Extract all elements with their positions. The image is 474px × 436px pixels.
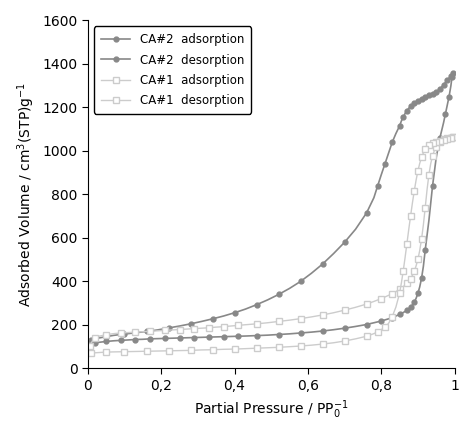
Legend: CA#2  adsorption, CA#2  desorption, CA#1  adsorption, CA#1  desorption: CA#2 adsorption, CA#2 desorption, CA#1 a… — [94, 27, 251, 114]
CA#1  adsorption — [393, 289, 399, 294]
CA#1  adsorption — [243, 322, 248, 327]
CA#2  adsorption — [401, 310, 406, 315]
CA#2  desorption — [450, 70, 456, 75]
CA#1  adsorption — [450, 135, 456, 140]
CA#1  desorption — [424, 144, 430, 149]
CA#2  desorption — [89, 337, 94, 343]
CA#1  adsorption — [448, 135, 454, 140]
CA#1  adsorption — [87, 343, 92, 348]
CA#1  adsorption — [236, 323, 241, 328]
CA#2  desorption — [177, 324, 182, 329]
CA#2  adsorption — [133, 337, 138, 342]
CA#2  adsorption — [371, 320, 377, 325]
CA#2  adsorption — [331, 327, 337, 332]
Y-axis label: Adsorbed Volume / cm$^3$(STP)g$^{-1}$: Adsorbed Volume / cm$^3$(STP)g$^{-1}$ — [15, 82, 36, 307]
CA#1  desorption — [103, 350, 109, 355]
CA#2  desorption — [103, 334, 109, 339]
CA#2  adsorption — [397, 312, 402, 317]
Line: CA#1  desorption: CA#1 desorption — [89, 135, 456, 356]
Line: CA#2  adsorption: CA#2 adsorption — [87, 70, 455, 350]
Line: CA#1  adsorption: CA#1 adsorption — [87, 135, 456, 348]
CA#2  adsorption — [276, 332, 282, 337]
CA#1  desorption — [386, 321, 392, 326]
CA#1  adsorption — [449, 135, 455, 140]
CA#2  desorption — [402, 111, 408, 116]
CA#1  desorption — [417, 161, 422, 166]
CA#2  desorption — [424, 94, 430, 99]
CA#1  desorption — [450, 135, 456, 140]
CA#1  desorption — [402, 255, 408, 260]
CA#2  desorption — [417, 97, 422, 102]
CA#1  desorption — [89, 351, 94, 356]
CA#1  desorption — [177, 348, 182, 353]
Line: CA#2  desorption: CA#2 desorption — [89, 70, 455, 343]
CA#1  adsorption — [169, 327, 175, 333]
CA#2  adsorption — [87, 345, 92, 351]
CA#2  desorption — [386, 150, 392, 156]
CA#2  adsorption — [450, 70, 456, 75]
X-axis label: Partial Pressure / PP$_0^{-1}$: Partial Pressure / PP$_0^{-1}$ — [194, 399, 348, 421]
CA#1  adsorption — [110, 331, 116, 336]
